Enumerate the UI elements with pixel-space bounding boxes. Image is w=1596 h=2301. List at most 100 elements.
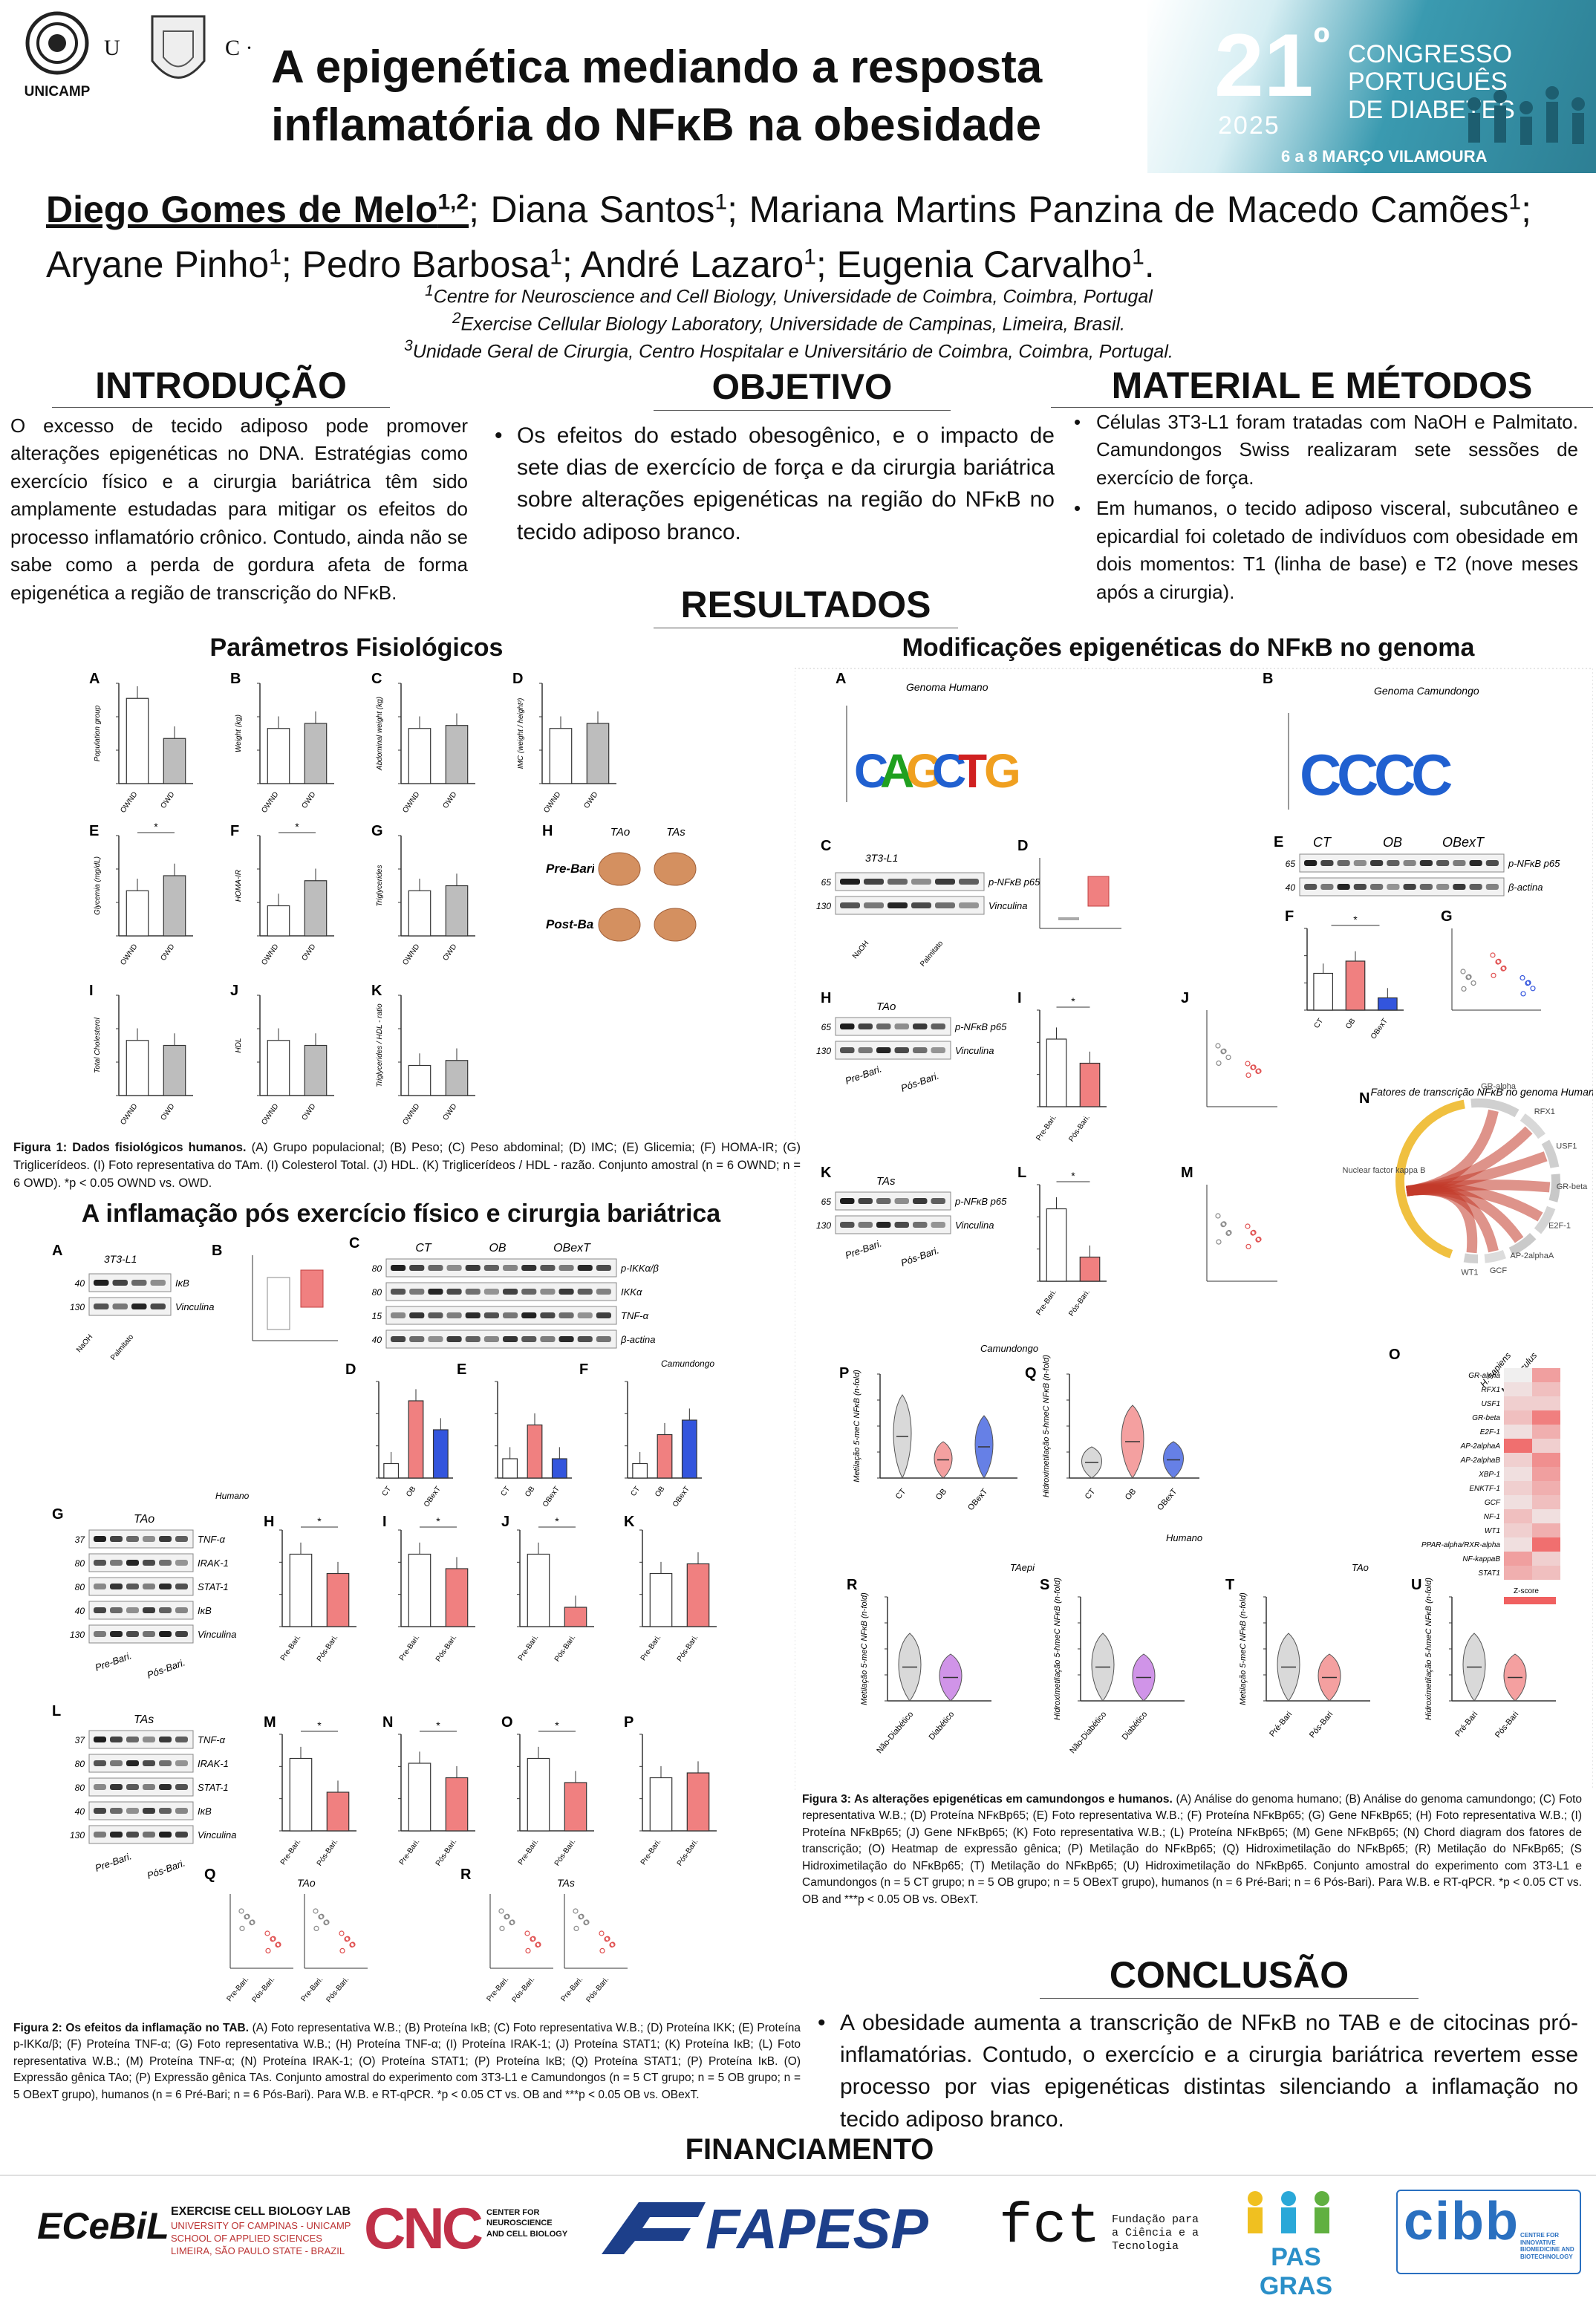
coimbra-c-mark: C · xyxy=(225,36,253,60)
pasgras-figures-icon xyxy=(1248,2191,1329,2233)
panel-letter: C xyxy=(821,838,831,854)
blot-band xyxy=(175,1607,188,1613)
violin xyxy=(1277,1633,1300,1702)
blot-band xyxy=(540,1265,556,1271)
panel-letter: J xyxy=(501,1514,509,1530)
figure-label: 40 xyxy=(75,1806,85,1817)
figure-label: Glycemia (mg/dL) xyxy=(94,856,102,915)
figure-label: GR-beta xyxy=(1472,1414,1500,1422)
bar xyxy=(289,1757,313,1832)
figure-label: OWD xyxy=(441,943,458,962)
panel-letter: Q xyxy=(204,1866,216,1883)
fig1-heading: Parâmetros Fisiológicos xyxy=(209,634,504,662)
data-point xyxy=(599,1947,605,1954)
cnc-wordmark: CNC xyxy=(364,2196,483,2261)
heatmap-cell xyxy=(1532,1537,1560,1552)
blot-band xyxy=(126,1584,139,1589)
figure-label: Pré-Bari xyxy=(1268,1710,1294,1739)
blot-band xyxy=(428,1289,443,1295)
figure-label: OWND xyxy=(542,790,562,814)
figure-label: Pós-Bari. xyxy=(325,1976,351,2005)
western-blot: p-NFκB p65 65 Vinculina 130 xyxy=(816,872,1040,915)
affiliation-3: 3Unidade Geral de Cirurgia, Centro Hospi… xyxy=(404,337,1173,362)
bar xyxy=(163,738,186,784)
figure-label: * xyxy=(154,821,158,833)
panel-letter: N xyxy=(1359,1090,1369,1107)
figure-label: Vinculina xyxy=(955,1045,994,1056)
blot-band xyxy=(483,1289,499,1295)
figure-label: OBexT xyxy=(541,1485,561,1508)
figure-label: OWD xyxy=(441,790,458,810)
figure-label: OWD xyxy=(300,790,317,810)
violin xyxy=(1121,1405,1144,1479)
figure-label: p-NFκB p65 xyxy=(988,876,1040,888)
blot-band xyxy=(931,1023,945,1029)
data-point xyxy=(599,1930,605,1936)
data-point xyxy=(1501,965,1507,972)
data-point xyxy=(244,1913,250,1919)
panel-letter: A xyxy=(52,1243,62,1259)
figure-label: 65 xyxy=(821,877,832,888)
figure-label: NF-1 xyxy=(1484,1513,1500,1521)
heatmap-cell xyxy=(1504,1467,1532,1481)
tissue-sample xyxy=(654,852,697,886)
panel-letter: H xyxy=(821,990,831,1006)
fig3-panels: A Genoma Humano B Genoma Camundongo C A G C T G C C… xyxy=(794,661,1596,1794)
figure-label: RFX1 xyxy=(1481,1386,1500,1394)
figure-label: Pre-Bari. xyxy=(1035,1113,1058,1142)
bar xyxy=(126,1040,149,1096)
figure-label: E2F-1 xyxy=(1480,1428,1500,1436)
bar xyxy=(408,890,431,937)
figure-label: NaOH xyxy=(75,1333,94,1354)
figure-label: HOMA-IR xyxy=(235,870,243,902)
blot-band xyxy=(94,1631,106,1637)
blot-band xyxy=(521,1265,537,1271)
blot-band xyxy=(911,879,931,885)
blot-band xyxy=(558,1312,574,1318)
figure-label: 40 xyxy=(1286,882,1296,893)
blot-band xyxy=(840,879,860,885)
sequence-logo-letter: G xyxy=(984,744,1021,798)
figure-label: AP-2alphaB xyxy=(1460,1457,1501,1465)
data-point xyxy=(1215,1043,1221,1049)
cibb-wordmark: cibb xyxy=(1404,2192,1520,2251)
figure-label: Abdominal weight (kg) xyxy=(376,697,384,771)
heatmap-cell xyxy=(1504,1368,1532,1382)
chord-arc xyxy=(1520,1113,1545,1139)
bar xyxy=(502,1458,518,1479)
figure-label: STAT1 xyxy=(1478,1569,1500,1578)
blot-band xyxy=(94,1832,106,1838)
figure-label: OWND xyxy=(401,790,421,814)
figure-label: Triglycerides xyxy=(376,865,384,907)
blot-band xyxy=(110,1737,123,1742)
blot-band xyxy=(558,1289,574,1295)
objective-heading: OBJETIVO xyxy=(711,368,893,407)
blot-band xyxy=(159,1760,172,1766)
sequence-logo-letter: C xyxy=(1374,742,1416,807)
data-point xyxy=(1530,986,1536,992)
blot-band xyxy=(1436,884,1450,890)
blot-band xyxy=(913,1198,928,1204)
figure-label: CT xyxy=(1084,1487,1098,1501)
bar-chart-panel: OWND OWD Total Cholesterol xyxy=(94,995,193,1127)
data-point xyxy=(1251,1064,1257,1070)
figure-label: Pre-Bari xyxy=(546,862,596,876)
panel-letter: C xyxy=(371,671,382,687)
figure-label: Genoma Humano xyxy=(906,681,988,693)
bar xyxy=(445,885,469,937)
blot-band xyxy=(1403,860,1416,866)
figure-label: 80 xyxy=(75,1759,85,1769)
figure-label: OWND xyxy=(401,943,421,966)
data-point xyxy=(270,1936,276,1942)
conclusion-item: A obesidade aumenta a transcrição de NFκ… xyxy=(813,2007,1578,2135)
fct-wordmark: fct xyxy=(999,2195,1101,2259)
panel-letter: A xyxy=(89,671,100,687)
blot-band xyxy=(131,1280,147,1286)
blot-band xyxy=(465,1265,481,1271)
bar-chart-panel: OWND OWD Weight (kg) xyxy=(235,683,334,815)
figure-label: Pós-Bari. xyxy=(146,1857,186,1881)
fapesp-emblem-icon xyxy=(602,2202,706,2254)
figure-label: NaOH xyxy=(851,940,870,960)
figure-label: 130 xyxy=(816,1220,831,1231)
chord-arc xyxy=(1463,1253,1479,1263)
